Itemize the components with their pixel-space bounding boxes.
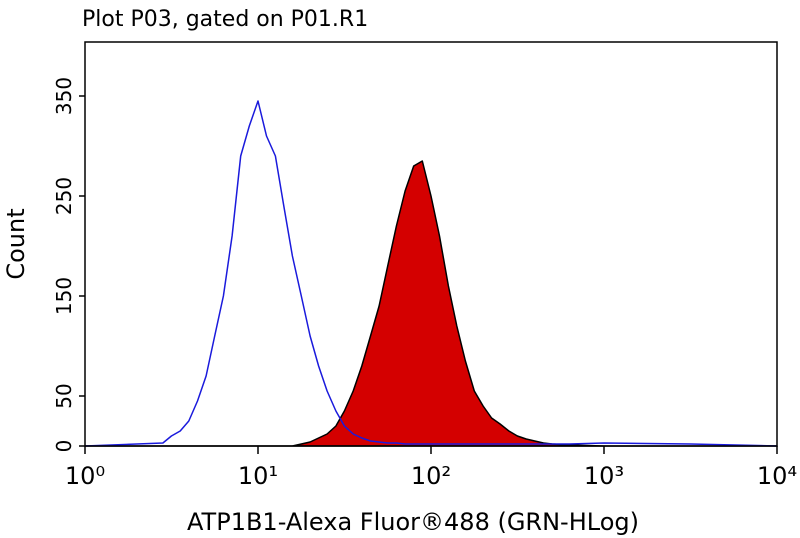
x-tick-label: 10² <box>411 462 451 490</box>
x-tick-label: 10¹ <box>238 462 278 490</box>
y-tick-label: 150 <box>52 277 76 315</box>
y-tick-label: 250 <box>52 177 76 215</box>
y-tick-label: 350 <box>52 77 76 115</box>
y-axis-title: Count <box>2 208 30 279</box>
x-tick-label: 10³ <box>584 462 624 490</box>
x-tick-label: 10⁰ <box>65 462 105 490</box>
chart-title: Plot P03, gated on P01.R1 <box>82 7 368 32</box>
histogram-line <box>84 100 778 447</box>
y-tick-label: 0 <box>52 440 76 453</box>
x-tick-label: 10⁴ <box>757 462 797 490</box>
histogram-area <box>84 160 778 447</box>
y-tick-label: 50 <box>52 383 76 408</box>
x-axis-title: ATP1B1-Alexa Fluor®488 (GRN-HLog) <box>187 508 639 536</box>
